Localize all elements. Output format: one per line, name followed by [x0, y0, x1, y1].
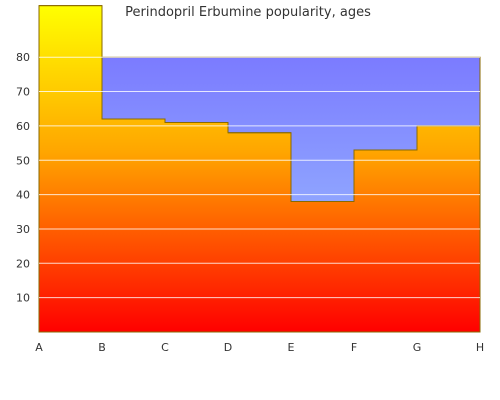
x-tick-label: B [98, 341, 106, 354]
series-area [38, 5, 481, 333]
y-tick-label: 40 [16, 189, 30, 202]
x-tick-label: A [35, 341, 43, 354]
y-tick-label: 70 [16, 86, 30, 99]
y-tick-label: 30 [16, 223, 30, 236]
y-tick-label: 60 [16, 120, 30, 133]
x-tick-label: F [351, 341, 357, 354]
y-tick-label: 50 [16, 154, 30, 167]
y-tick-label: 80 [16, 51, 30, 64]
x-tick-label: G [413, 341, 422, 354]
x-tick-label: H [476, 341, 484, 354]
y-tick-label: 10 [16, 292, 30, 305]
x-tick-label: C [161, 341, 169, 354]
x-tick-label: D [224, 341, 232, 354]
x-tick-label: E [288, 341, 295, 354]
chart-title: Perindopril Erbumine popularity, ages [125, 5, 371, 20]
y-tick-label: 20 [16, 257, 30, 270]
